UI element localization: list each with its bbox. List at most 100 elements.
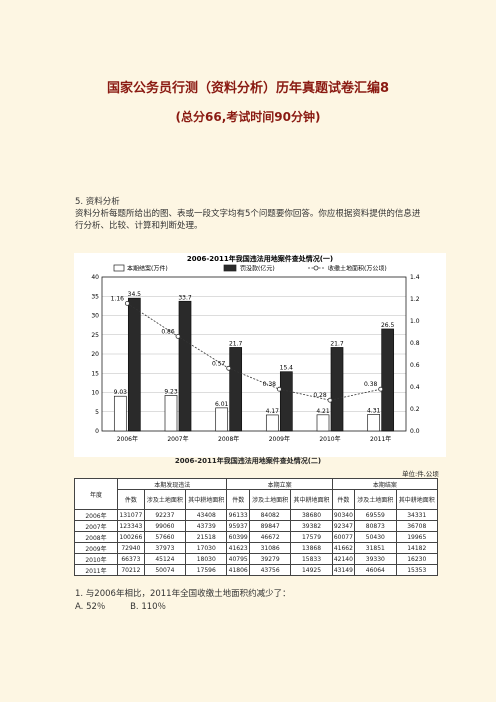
table-cell: 43408 — [185, 509, 228, 521]
row-year: 2007年 — [74, 520, 118, 532]
table-cell: 39330 — [354, 553, 397, 565]
data-label-cases: 9.03 — [114, 389, 128, 396]
x-tick-label: 2011年 — [370, 435, 391, 443]
document-subtitle: (总分66,考试时间90分钟) — [175, 110, 321, 124]
row-year: 2008年 — [74, 531, 118, 543]
sub-header: 件数 — [117, 489, 145, 510]
legend-label: 本期结案(万件) — [127, 265, 168, 273]
sub-header: 件数 — [226, 489, 250, 510]
table-cell: 99060 — [143, 520, 187, 532]
legend-swatch-cases — [113, 264, 125, 272]
bar-fines — [381, 328, 395, 432]
y2-tick-label: 0.6 — [410, 362, 420, 369]
point-land-area — [124, 301, 130, 306]
table-cell: 69559 — [354, 509, 397, 521]
question-text: 1. 与2006年相比，2011年全国收缴土地面积约减少了： — [75, 589, 291, 599]
row-year: 2006年 — [74, 509, 118, 521]
table-cell: 15833 — [290, 553, 333, 565]
legend-swatch-fines — [223, 264, 237, 272]
y-tick-label: 15 — [91, 370, 99, 377]
y2-tick-label: 1.2 — [410, 296, 420, 303]
table-cell: 92347 — [331, 520, 356, 532]
table-cell: 46672 — [248, 531, 292, 543]
bar-fines — [330, 347, 344, 432]
table-cell: 100266 — [117, 531, 145, 543]
table-cell: 34331 — [395, 509, 438, 521]
data-label-fines: 15.4 — [280, 365, 294, 372]
table-cell: 60399 — [226, 531, 250, 543]
y-tick-label: 0 — [95, 428, 99, 435]
table-cell: 50430 — [354, 531, 397, 543]
table-cell: 38680 — [290, 509, 333, 521]
table-cell: 31851 — [354, 542, 397, 554]
legend-label: 收缴土地面积(万公顷) — [328, 265, 387, 273]
bar-cases — [316, 414, 330, 432]
sub-header: 涉及土地面积 — [248, 489, 292, 510]
table-cell: 45124 — [143, 553, 187, 565]
table-cell: 90340 — [331, 509, 356, 521]
option-a[interactable]: A. 52％ — [75, 602, 106, 612]
legend-marker — [313, 265, 319, 271]
bar-cases — [113, 395, 127, 432]
bar-fines — [279, 371, 293, 432]
y2-tick-label: 0.4 — [410, 384, 420, 391]
table-cell: 80873 — [354, 520, 397, 532]
bar-cases — [215, 407, 229, 432]
table-cell: 19965 — [395, 531, 438, 543]
answer-options: A. 52％ B. 110％ — [75, 601, 188, 613]
legend-label: 罚没款(亿元) — [240, 265, 275, 273]
table-cell: 84082 — [248, 509, 292, 521]
group-header: 本期发现违法 — [116, 478, 228, 490]
table-cell: 96133 — [226, 509, 250, 521]
x-tick-label: 2010年 — [319, 435, 340, 443]
bar-fines — [127, 297, 141, 432]
data-table: 年度 本期发现违法 本期立案 本期结案 件数 涉及土地面积 其中耕地面积 件数 … — [74, 478, 439, 576]
data-label-land-area: 0.38 — [364, 381, 378, 388]
y2-tick-label: 1.4 — [410, 274, 420, 281]
point-land-area — [226, 365, 232, 371]
table-row: 2006年 131077 92237 43408 96133 84082 38680 9034… — [74, 509, 438, 521]
option-b[interactable]: B. 110％ — [130, 602, 167, 612]
table-cell: 95937 — [226, 520, 250, 532]
table-title: 2006-2011年我国违法用地案件查处情况(二) — [174, 457, 322, 465]
group-header: 本期结案 — [331, 478, 439, 490]
data-label-land-area: 0.57 — [212, 360, 226, 367]
table-cell: 41806 — [226, 564, 250, 576]
section-heading: 5. 资料分析 — [75, 197, 120, 207]
data-label-land-area: 1.16 — [111, 295, 125, 302]
y2-tick-label: 0.2 — [410, 406, 420, 413]
row-year: 2011年 — [74, 564, 118, 576]
table-cell: 70212 — [117, 564, 145, 576]
table-cell: 15353 — [395, 564, 438, 576]
y-tick-label: 40 — [91, 274, 99, 281]
group-header: 本期立案 — [226, 478, 333, 490]
table-cell: 31086 — [248, 542, 292, 554]
table-cell: 16230 — [395, 553, 438, 565]
table-row: 2010年 66373 45124 18030 40795 39279 15833 42140… — [74, 553, 438, 565]
table-cell: 66373 — [117, 553, 145, 565]
table-cell: 17579 — [290, 531, 333, 543]
table-cell: 17030 — [185, 542, 228, 554]
x-tick-label: 2006年 — [117, 435, 138, 443]
table-cell: 14182 — [395, 542, 438, 554]
data-label-land-area: 0.86 — [161, 328, 175, 335]
table-cell: 14925 — [290, 564, 333, 576]
sub-header: 其中耕地面积 — [185, 489, 228, 510]
table-cell: 72940 — [117, 542, 145, 554]
x-tick-label: 2008年 — [218, 435, 239, 443]
bar-cases — [367, 414, 381, 432]
point-land-area — [327, 397, 333, 403]
y-tick-label: 20 — [91, 351, 99, 358]
y-tick-label: 5 — [95, 409, 99, 416]
chart-title: 2006-2011年我国违法用地案件查处情况(一) — [187, 254, 333, 263]
sub-header: 涉及土地面积 — [354, 489, 397, 510]
table-cell: 39279 — [248, 553, 292, 565]
point-land-area — [276, 386, 282, 392]
data-label-cases: 4.31 — [367, 407, 381, 414]
data-label-cases: 6.01 — [215, 401, 229, 408]
y-tick-label: 25 — [91, 332, 99, 339]
row-year: 2009年 — [74, 542, 118, 554]
data-label-fines: 21.7 — [330, 340, 344, 347]
data-label-fines: 26.5 — [381, 322, 395, 329]
document-title: 国家公务员行测（资料分析）历年真题试卷汇编8 — [106, 81, 390, 96]
